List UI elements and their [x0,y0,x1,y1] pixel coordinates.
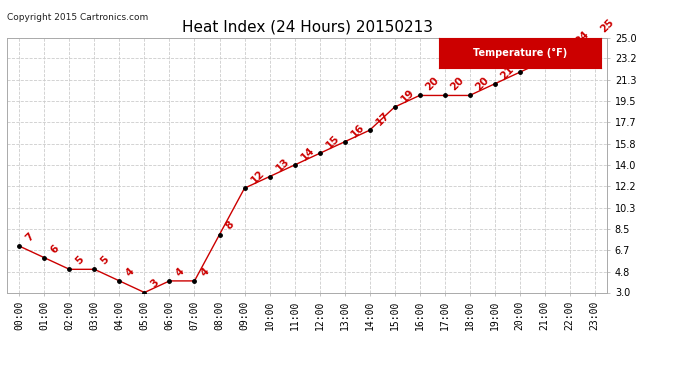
Text: 22: 22 [524,52,541,69]
Text: 4: 4 [174,266,186,278]
Text: 17: 17 [374,110,391,128]
Text: 14: 14 [299,145,316,162]
Text: 24: 24 [574,29,591,46]
Text: 21: 21 [499,64,516,81]
Text: 15: 15 [324,133,341,151]
Text: 7: 7 [23,231,36,243]
Text: 23: 23 [549,40,566,58]
Text: 12: 12 [248,168,266,185]
Title: Heat Index (24 Hours) 20150213: Heat Index (24 Hours) 20150213 [181,20,433,35]
Text: 4: 4 [199,266,211,278]
Text: 4: 4 [124,266,136,278]
Text: 25: 25 [599,17,616,35]
Text: Copyright 2015 Cartronics.com: Copyright 2015 Cartronics.com [7,13,148,22]
Text: 19: 19 [399,87,416,104]
Text: 6: 6 [48,243,61,255]
Text: 16: 16 [348,122,366,139]
Text: 20: 20 [424,75,441,93]
Text: 5: 5 [99,254,111,267]
Text: 3: 3 [148,278,161,290]
Text: 20: 20 [474,75,491,93]
Text: 8: 8 [224,220,236,232]
Text: 13: 13 [274,156,291,174]
Text: 20: 20 [448,75,466,93]
Text: 5: 5 [74,254,86,267]
